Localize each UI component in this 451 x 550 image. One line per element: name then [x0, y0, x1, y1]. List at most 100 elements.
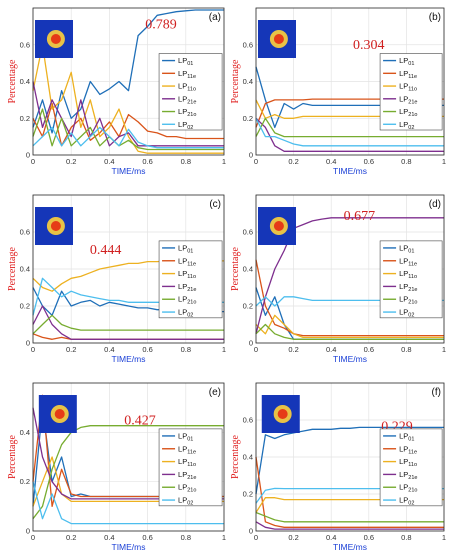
legend-entry-main: LP	[399, 431, 408, 440]
series-line-lp21o	[32, 108, 224, 151]
legend-entry-subscript: 21o	[187, 300, 196, 306]
x-tick-label: 1	[222, 157, 226, 166]
x-tick-label: 0	[254, 533, 258, 542]
legend-entry-lp01: LP01	[399, 56, 414, 67]
legend-entry-lp11e: LP11e	[178, 69, 196, 80]
x-axis-label: TIME/ms	[333, 542, 367, 550]
x-axis-label: TIME/ms	[333, 354, 367, 364]
panel-label: (e)	[209, 387, 221, 398]
legend-entry-subscript: 11o	[187, 274, 196, 280]
legend-entry-main: LP	[178, 243, 187, 252]
y-tick-label: 0.2	[20, 114, 30, 123]
panel-label: (d)	[429, 199, 441, 210]
x-tick-label: 0.6	[142, 157, 152, 166]
legend-box	[158, 240, 223, 319]
y-tick-label: 0.2	[20, 302, 30, 311]
x-tick-label: 0.2	[288, 157, 298, 166]
panel-label: (f)	[432, 387, 441, 398]
legend-entry-lp21e: LP21e	[178, 470, 196, 481]
legend-entry-lp21o: LP21o	[399, 295, 417, 306]
legend-entry-subscript: 02	[408, 125, 414, 131]
x-tick-label: 0.8	[401, 533, 411, 542]
x-tick-label: 0.2	[66, 157, 76, 166]
legend-entry-subscript: 21e	[187, 475, 196, 481]
series-line-lp02	[255, 118, 444, 147]
legend-box	[379, 240, 443, 319]
y-axis-label: Percentage	[7, 435, 18, 479]
y-tick-label: 0.6	[243, 228, 253, 237]
mode-profile-core	[54, 409, 65, 419]
legend-entry-main: LP	[178, 431, 187, 440]
chart-panel: 0 0.2 0.4 0.6 0.8 100.20.40.6(d)0.677LP01LP11…	[230, 194, 446, 364]
legend-entry-subscript: 11e	[408, 449, 417, 455]
chart-panel: 0 0.2 0.4 0.6 0.8 100.20.4(e)0.427LP01LP11eLP…	[7, 382, 226, 550]
x-tick-label: 0.4	[326, 345, 336, 354]
chart-panel: 0 0.2 0.4 0.6 0.8 100.20.40.6(c)0.444 LP01LP11…	[7, 194, 226, 364]
legend-entry-main: LP	[178, 483, 187, 492]
chart-panel: 0 0.2 0.4 0.6 0.8 100.20.40.6(a)0.789LP01LP11…	[7, 7, 226, 176]
x-axis-label: TIME/ms	[112, 542, 146, 550]
legend-entry-lp01: LP01	[178, 243, 193, 254]
x-tick-label: 0.2	[288, 345, 298, 354]
legend-entry-lp21e: LP21e	[399, 94, 417, 105]
legend-box	[379, 53, 443, 131]
legend-entry-lp21e: LP21e	[399, 470, 417, 481]
legend-entry-lp21o: LP21o	[178, 295, 196, 306]
series-line-lp21e	[32, 305, 224, 340]
legend-entry-subscript: 02	[408, 501, 414, 507]
series-line-lp01	[255, 426, 444, 495]
legend-entry-lp11e: LP11e	[178, 256, 196, 267]
legend-entry-subscript: 21e	[408, 475, 417, 481]
series-line-lp01	[32, 9, 224, 134]
peak-value-annotation: 0.304	[353, 38, 385, 53]
legend-entry-subscript: 21o	[408, 300, 417, 306]
legend-entry-main: LP	[178, 444, 187, 453]
x-tick-label: 0.8	[401, 345, 411, 354]
x-axis-label: TIME/ms	[333, 166, 367, 176]
legend-entry-main: LP	[399, 295, 408, 304]
y-tick-label: 0	[26, 339, 30, 348]
legend-entry-subscript: 11o	[187, 462, 196, 468]
legend-entry-lp02: LP02	[178, 496, 193, 507]
legend-entry-subscript: 11o	[187, 87, 196, 93]
plot-frame	[32, 194, 225, 344]
series-line-lp11e	[255, 456, 444, 528]
legend-entry-lp02: LP02	[399, 308, 414, 319]
legend-entry-lp21o: LP21o	[399, 107, 417, 118]
x-tick-label: 1	[222, 345, 226, 354]
mode-profile-core	[50, 34, 61, 44]
legend-entry-main: LP	[178, 56, 187, 65]
x-tick-label: 1	[442, 345, 446, 354]
x-tick-label: 1	[222, 533, 226, 542]
y-axis-label: Percentage	[7, 59, 18, 103]
legend-entry-subscript: 11e	[187, 261, 196, 267]
y-tick-label: 0	[249, 151, 253, 160]
legend-entry-main: LP	[399, 496, 408, 505]
series-line-lp11o	[32, 44, 224, 154]
legend-entry-main: LP	[399, 120, 408, 129]
y-axis-label: Percentage	[230, 435, 241, 479]
y-tick-label: 0.6	[20, 228, 30, 237]
peak-value-annotation: 0.427	[124, 413, 156, 428]
y-tick-label: 0.4	[243, 453, 253, 462]
legend-entry-subscript: 21o	[187, 112, 196, 118]
legend-entry-main: LP	[399, 470, 408, 479]
mode-profile-core	[273, 221, 284, 231]
legend-entry-main: LP	[399, 457, 408, 466]
legend-entry-lp02: LP02	[399, 496, 414, 507]
legend-entry-lp01: LP01	[399, 431, 414, 442]
chart-panel: 0 0.2 0.4 0.6 0.8 100.20.40.6(f)0.229LP01LP11…	[230, 382, 446, 550]
series-line-lp21e	[255, 117, 444, 152]
legend-entry-subscript: 11o	[408, 462, 417, 468]
peak-value-annotation: 0.677	[344, 209, 376, 224]
legend-entry-lp02: LP02	[399, 120, 414, 131]
x-tick-label: 0.4	[104, 157, 114, 166]
legend-entry-subscript: 01	[408, 436, 414, 442]
legend-entry-main: LP	[178, 94, 187, 103]
panel-label: (b)	[429, 12, 441, 23]
x-tick-label: 0.8	[401, 157, 411, 166]
legend-entry-subscript: 02	[187, 125, 193, 131]
series-line-lp02	[32, 481, 224, 525]
legend-entry-main: LP	[399, 56, 408, 65]
legend-entry-lp11e: LP11e	[178, 444, 196, 455]
